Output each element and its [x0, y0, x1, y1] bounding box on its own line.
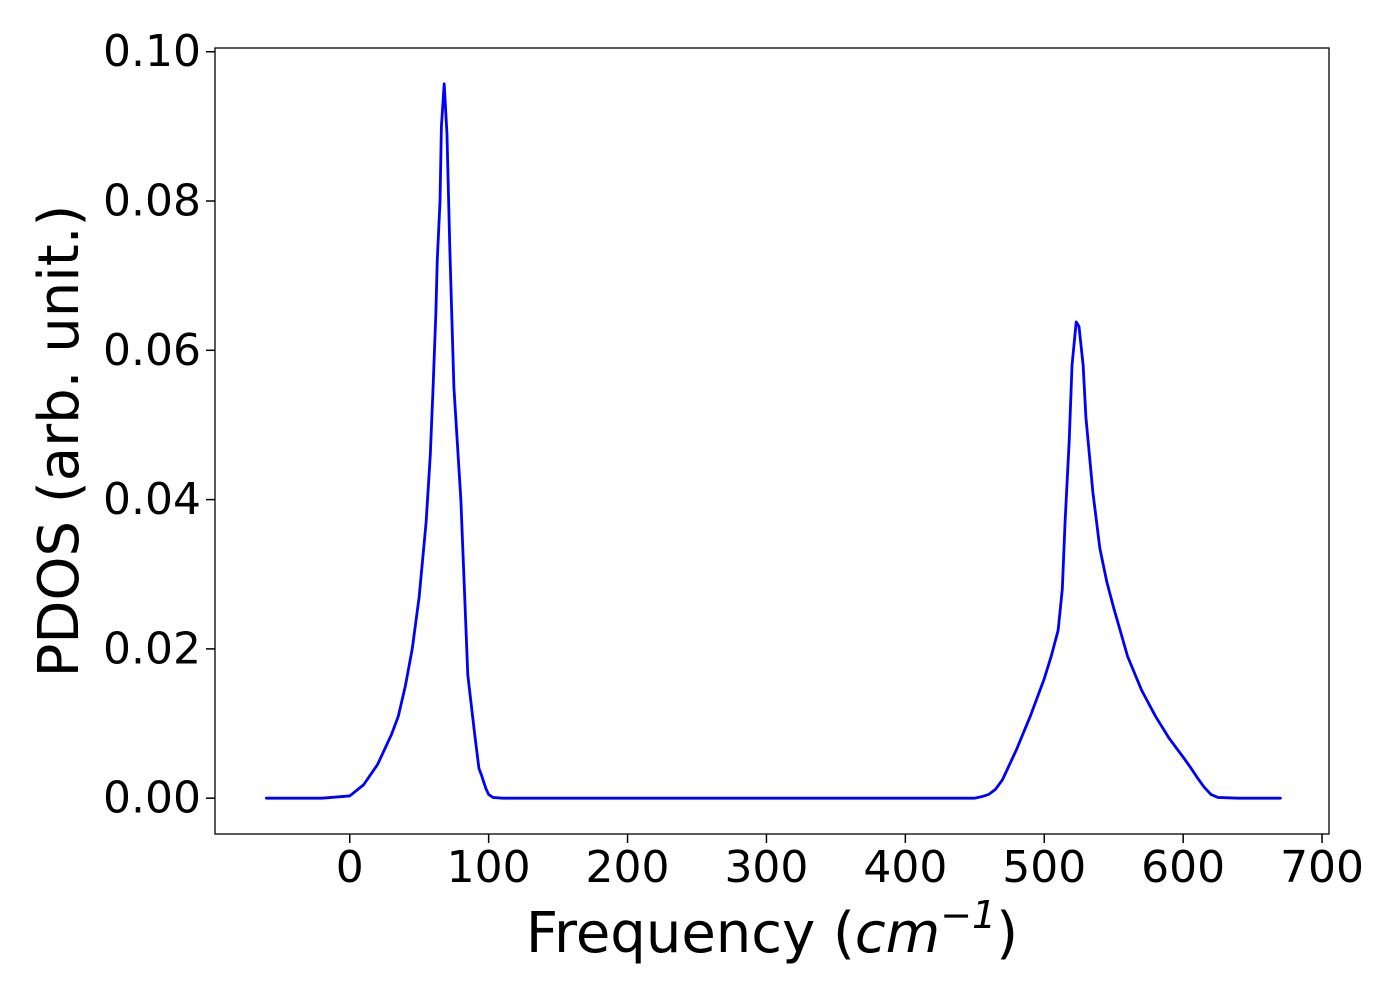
- x-axis-ticks: 0 100 200 300 400 500 600 700: [336, 834, 1364, 893]
- x-tick-label: 200: [586, 842, 670, 893]
- x-tick-label: 100: [447, 842, 531, 893]
- y-tick-label: 0.00: [103, 773, 201, 824]
- series-layer: [264, 82, 1282, 800]
- x-tick-label: 700: [1280, 842, 1364, 893]
- y-tick-label: 0.06: [103, 325, 201, 376]
- series-line-0: [264, 82, 1282, 800]
- y-axis-label: PDOS (arb. unit.): [27, 205, 92, 678]
- x-tick-label: 600: [1141, 842, 1225, 893]
- x-axis-label-suffix: ): [996, 901, 1018, 966]
- x-tick-label: 500: [1002, 842, 1086, 893]
- plot-area: [214, 47, 1330, 835]
- x-tick-label: 400: [863, 842, 947, 893]
- x-axis-label: Frequency (cm−1): [526, 893, 1018, 966]
- y-tick-label: 0.08: [103, 176, 201, 227]
- x-axis-label-exponent: −1: [940, 893, 996, 937]
- x-axis-label-prefix: Frequency (: [526, 901, 855, 966]
- y-tick-label: 0.02: [103, 623, 201, 674]
- x-tick-label: 300: [724, 842, 808, 893]
- y-axis-ticks: 0.00 0.02 0.04 0.06 0.08 0.10: [103, 26, 215, 824]
- x-tick-label: 0: [336, 842, 364, 893]
- x-axis-label-unit: cm: [855, 901, 940, 966]
- y-tick-label: 0.04: [103, 474, 201, 525]
- y-tick-label: 0.10: [103, 26, 201, 77]
